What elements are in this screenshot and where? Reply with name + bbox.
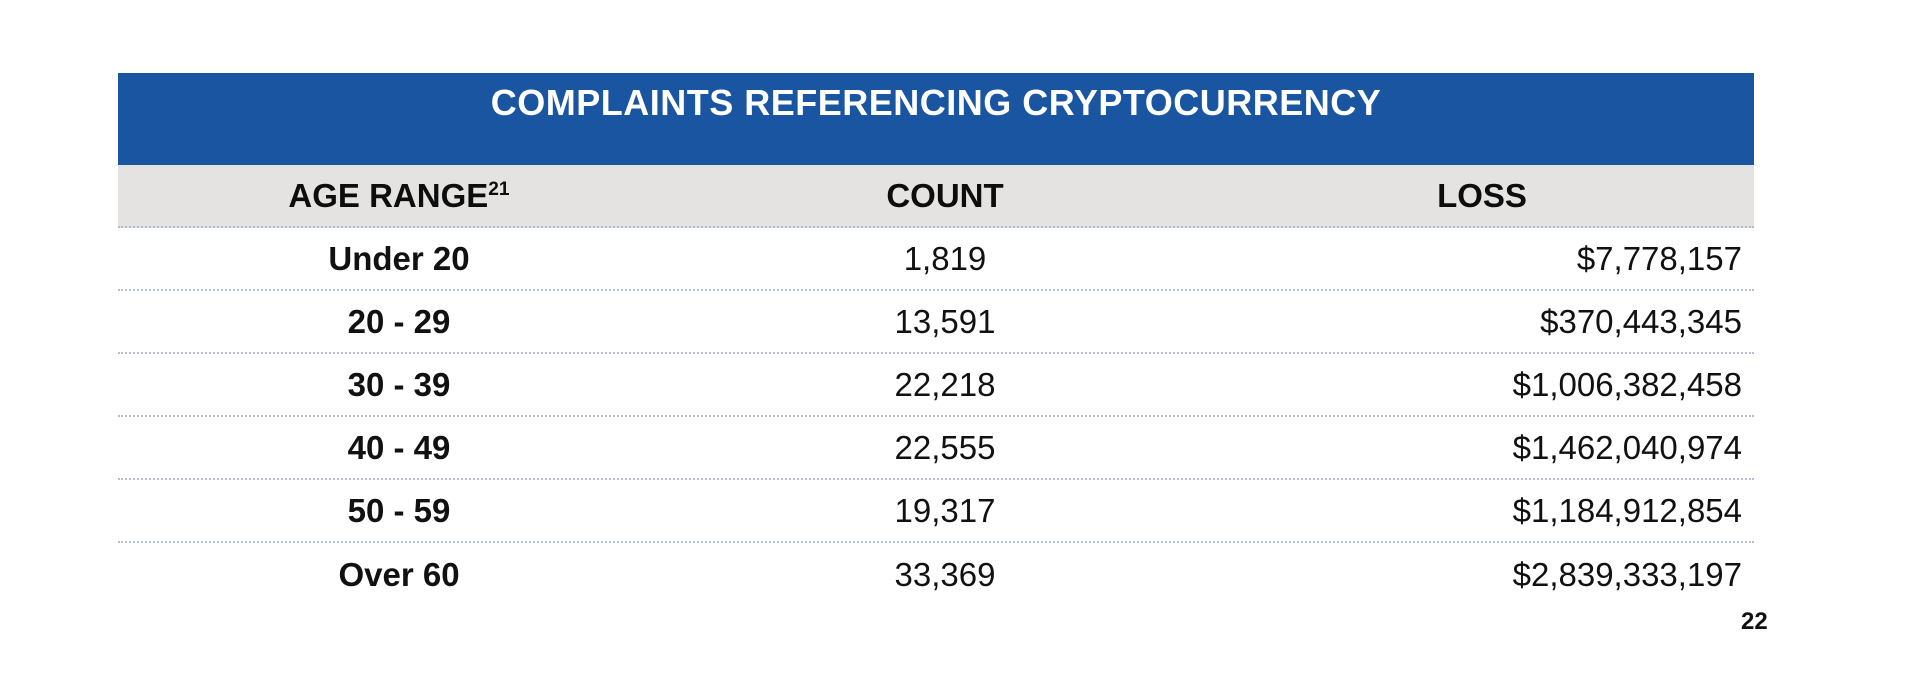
column-header-count-label: COUNT bbox=[886, 176, 1004, 214]
column-header-age-range-label: AGE RANGE bbox=[288, 176, 489, 214]
count-cell: 19,317 bbox=[894, 491, 996, 529]
page-number: 22 bbox=[1741, 608, 1768, 635]
table-row: 20 - 29 13,591 $370,443,345 bbox=[118, 291, 1754, 354]
age-range-cell: 50 - 59 bbox=[347, 491, 451, 529]
table-header-row: AGE RANGE21 COUNT LOSS bbox=[118, 165, 1754, 228]
count-cell: 33,369 bbox=[894, 555, 996, 593]
complaints-cryptocurrency-table: COMPLAINTS REFERENCING CRYPTOCURRENCY AG… bbox=[118, 73, 1754, 606]
count-cell: 1,819 bbox=[903, 239, 987, 277]
column-header-count: COUNT bbox=[680, 177, 1210, 215]
age-range-cell: Under 20 bbox=[328, 239, 470, 277]
loss-cell: $370,443,345 bbox=[1540, 302, 1742, 340]
table-row: 40 - 49 22,555 $1,462,040,974 bbox=[118, 417, 1754, 480]
loss-cell: $7,778,157 bbox=[1576, 239, 1742, 277]
table-row: Under 20 1,819 $7,778,157 bbox=[118, 228, 1754, 291]
age-range-cell: 20 - 29 bbox=[347, 302, 451, 340]
table-row: Over 60 33,369 $2,839,333,197 bbox=[118, 543, 1754, 606]
table-title-bar: COMPLAINTS REFERENCING CRYPTOCURRENCY bbox=[118, 73, 1754, 165]
count-cell: 13,591 bbox=[894, 302, 996, 340]
loss-cell: $2,839,333,197 bbox=[1512, 555, 1742, 593]
age-range-cell: Over 60 bbox=[338, 555, 460, 593]
table-row: 50 - 59 19,317 $1,184,912,854 bbox=[118, 480, 1754, 543]
count-cell: 22,555 bbox=[894, 428, 996, 466]
loss-cell: $1,184,912,854 bbox=[1512, 491, 1742, 529]
count-cell: 22,218 bbox=[894, 365, 996, 403]
age-range-cell: 30 - 39 bbox=[347, 365, 451, 403]
table-row: 30 - 39 22,218 $1,006,382,458 bbox=[118, 354, 1754, 417]
column-header-age-range: AGE RANGE21 bbox=[118, 177, 680, 215]
column-header-loss-label: LOSS bbox=[1437, 176, 1527, 214]
loss-cell: $1,006,382,458 bbox=[1512, 365, 1742, 403]
column-header-loss: LOSS bbox=[1210, 177, 1754, 215]
age-range-cell: 40 - 49 bbox=[347, 428, 451, 466]
footnote-superscript: 21 bbox=[488, 178, 510, 200]
loss-cell: $1,462,040,974 bbox=[1512, 428, 1742, 466]
table-title: COMPLAINTS REFERENCING CRYPTOCURRENCY bbox=[490, 82, 1382, 123]
